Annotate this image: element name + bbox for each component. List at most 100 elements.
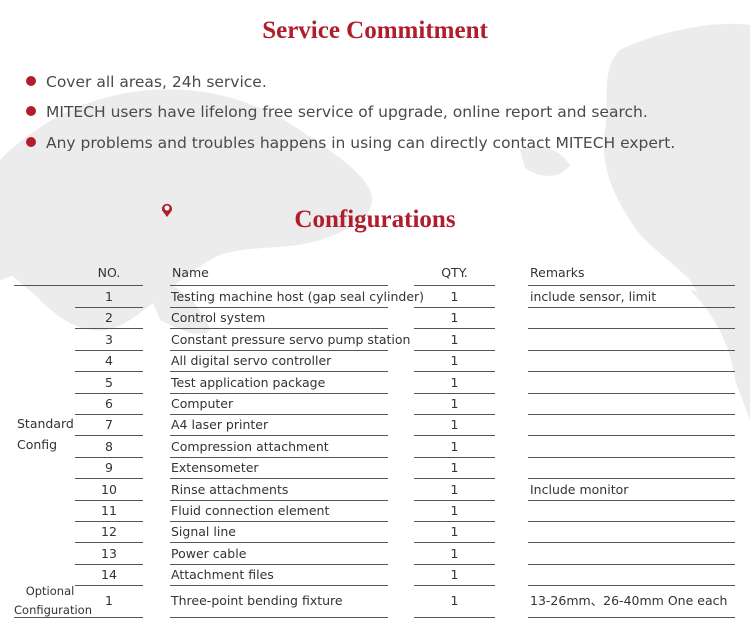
bullet-text: Cover all areas, 24h service. — [46, 73, 267, 91]
divider — [528, 585, 735, 587]
divider — [75, 499, 143, 501]
map-pin-icon — [162, 203, 172, 217]
divider — [528, 328, 735, 330]
row-name: Control system — [171, 310, 266, 326]
row-name: Rinse attachments — [171, 481, 289, 497]
row-qty: 1 — [450, 438, 459, 454]
divider — [528, 349, 735, 351]
bullet-dot-icon — [26, 106, 36, 116]
divider — [528, 617, 735, 618]
divider — [170, 617, 388, 618]
divider — [170, 307, 388, 308]
divider — [528, 371, 735, 373]
divider — [414, 563, 495, 565]
row-qty: 1 — [450, 567, 459, 583]
bullet-item: Cover all areas, 24h service. — [26, 73, 267, 91]
divider — [414, 521, 495, 522]
row-remarks: include sensor, limit — [530, 289, 657, 304]
divider — [170, 478, 388, 480]
optional-config-label-2: Configuration — [14, 603, 92, 617]
row-qty: 1 — [450, 396, 459, 411]
row-no: 10 — [101, 481, 117, 497]
divider — [75, 585, 143, 587]
divider — [170, 285, 388, 286]
row-no: 9 — [105, 460, 113, 476]
divider — [528, 285, 735, 286]
divider — [14, 617, 143, 618]
divider — [170, 521, 388, 522]
divider — [170, 414, 388, 415]
divider — [414, 392, 495, 394]
divider — [14, 285, 143, 286]
bullet-dot-icon — [26, 137, 36, 147]
configurations-title: Configurations — [294, 206, 456, 233]
divider — [414, 349, 495, 351]
divider — [414, 414, 495, 415]
row-name: Attachment files — [171, 567, 274, 583]
bullet-item: MITECH users have lifelong free service … — [26, 103, 648, 121]
standard-config-label-1: Standard — [17, 416, 74, 431]
row-no: 1 — [105, 289, 113, 304]
row-remarks: 13-26mm、26-40mm One each — [530, 593, 728, 608]
divider — [528, 521, 735, 522]
divider — [414, 307, 495, 308]
divider — [528, 563, 735, 565]
divider — [170, 585, 388, 587]
row-no: 1 — [105, 593, 113, 608]
row-no: 5 — [105, 374, 113, 390]
row-name: Computer — [171, 396, 234, 411]
divider — [528, 478, 735, 480]
row-qty: 1 — [450, 593, 459, 608]
divider — [170, 435, 388, 437]
divider — [75, 542, 143, 544]
divider — [414, 285, 495, 286]
divider — [75, 563, 143, 565]
bullet-text: MITECH users have lifelong free service … — [46, 103, 648, 121]
header-qty: QTY. — [441, 265, 468, 280]
divider — [170, 392, 388, 394]
divider — [528, 456, 735, 458]
row-qty: 1 — [450, 503, 459, 518]
bullet-item: Any problems and troubles happens in usi… — [26, 134, 675, 152]
divider — [414, 542, 495, 544]
divider — [528, 307, 735, 308]
divider — [170, 349, 388, 351]
divider — [75, 307, 143, 308]
row-name: Three-point bending fixture — [171, 593, 343, 608]
row-no: 14 — [101, 567, 117, 583]
divider — [75, 414, 143, 415]
row-qty: 1 — [450, 460, 459, 476]
row-no: 11 — [101, 503, 117, 518]
divider — [528, 392, 735, 394]
divider — [414, 328, 495, 330]
divider — [75, 435, 143, 437]
row-name: Power cable — [171, 545, 247, 561]
row-qty: 1 — [450, 524, 459, 540]
row-qty: 1 — [450, 331, 459, 347]
divider — [75, 392, 143, 394]
divider — [75, 478, 143, 480]
row-no: 2 — [105, 310, 113, 326]
divider — [170, 563, 388, 565]
row-name: Fluid connection element — [171, 503, 330, 518]
row-name: Compression attachment — [171, 438, 329, 454]
row-name: Signal line — [171, 524, 236, 540]
divider — [528, 435, 735, 437]
row-qty: 1 — [450, 374, 459, 390]
divider — [414, 478, 495, 480]
divider — [414, 435, 495, 437]
divider — [414, 499, 495, 501]
row-qty: 1 — [450, 481, 459, 497]
header-remarks: Remarks — [530, 265, 585, 280]
row-no: 7 — [105, 417, 113, 433]
divider — [75, 371, 143, 373]
row-name: Test application package — [171, 374, 326, 390]
divider — [414, 456, 495, 458]
divider — [528, 542, 735, 544]
divider — [170, 499, 388, 501]
row-qty: 1 — [450, 310, 459, 326]
row-no: 8 — [105, 438, 113, 454]
row-qty: 1 — [450, 545, 459, 561]
divider — [414, 585, 495, 587]
service-commitment-title: Service Commitment — [262, 17, 488, 44]
